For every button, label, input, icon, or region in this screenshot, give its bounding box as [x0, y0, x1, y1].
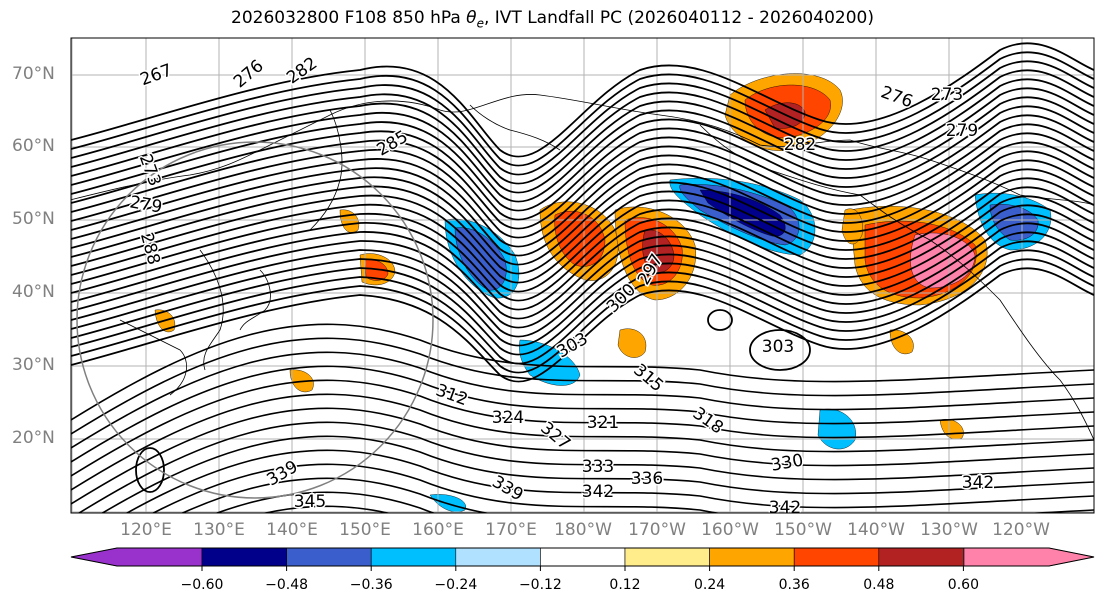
- lon-label: 150°E: [339, 520, 391, 540]
- lon-label: 120°E: [120, 520, 172, 540]
- colorbar-tick-label: −0.12: [518, 577, 562, 593]
- colorbar-segment: [201, 547, 287, 567]
- lon-label: 170°W: [628, 520, 686, 540]
- lon-label: 150°W: [774, 520, 832, 540]
- colorbar-tick-label: −0.24: [434, 577, 478, 593]
- lon-label: 140°W: [847, 520, 905, 540]
- colorbar-segment: [286, 547, 372, 567]
- contour-label: 282: [784, 135, 816, 155]
- colorbar-segment: [70, 547, 203, 567]
- colorbar-tick-label: −0.36: [349, 577, 393, 593]
- contour-label: 342: [769, 498, 801, 518]
- lon-label: 130°W: [920, 520, 978, 540]
- lat-label: 60°N: [12, 136, 55, 156]
- colorbar-tick-label: 0.24: [694, 577, 726, 593]
- colorbar: [70, 547, 1095, 571]
- lon-label: 160°E: [412, 520, 464, 540]
- colorbar-tick-label: 0.48: [863, 577, 895, 593]
- colorbar-tick-label: −0.60: [180, 577, 224, 593]
- map-frame: [70, 37, 1095, 514]
- contour-label: 324: [492, 408, 524, 428]
- lon-label: 140°E: [266, 520, 318, 540]
- lat-label: 40°N: [12, 282, 55, 302]
- contour-label: 321: [587, 413, 619, 433]
- map-title: 2026032800 F108 850 hPa θe, IVT Landfall…: [231, 8, 874, 31]
- colorbar-tick-label: 0.36: [778, 577, 810, 593]
- contour-label: 279: [946, 121, 978, 141]
- lat-label: 30°N: [12, 355, 55, 375]
- contour-label: 342: [962, 473, 994, 493]
- colorbar-segment: [963, 547, 1095, 567]
- contour-label: 273: [931, 85, 963, 105]
- colorbar-segment: [878, 547, 964, 567]
- lat-label: 70°N: [12, 64, 55, 84]
- landfall-region-circle: [76, 141, 434, 499]
- lat-label: 50°N: [12, 209, 55, 229]
- lon-label: 130°E: [193, 520, 245, 540]
- colorbar-segment: [709, 547, 795, 567]
- contour-label: 330: [769, 450, 804, 475]
- colorbar-segment: [540, 547, 626, 567]
- colorbar-outline: [70, 547, 1095, 567]
- lat-label: 20°N: [12, 428, 55, 448]
- lon-label: 180°W: [554, 520, 612, 540]
- colorbar-segment: [455, 547, 541, 567]
- colorbar-segment: [370, 547, 457, 567]
- contour-label: 342: [582, 482, 614, 502]
- lon-label: 170°E: [485, 520, 537, 540]
- colorbar-tick-label: 0.12: [609, 577, 641, 593]
- contour-label: 303: [762, 337, 794, 357]
- colorbar-tick-label: −0.48: [265, 577, 309, 593]
- theta-e-contours: [71, 42, 1094, 513]
- contour-label: 333: [582, 457, 614, 477]
- colorbar-tick-label: 0.60: [947, 577, 979, 593]
- lon-label: 120°W: [992, 520, 1050, 540]
- colorbar-segment: [624, 547, 710, 567]
- colorbar-segment: [793, 547, 880, 567]
- contour-label: 345: [294, 492, 326, 512]
- contour-label: 336: [631, 469, 663, 489]
- lon-label: 160°W: [701, 520, 759, 540]
